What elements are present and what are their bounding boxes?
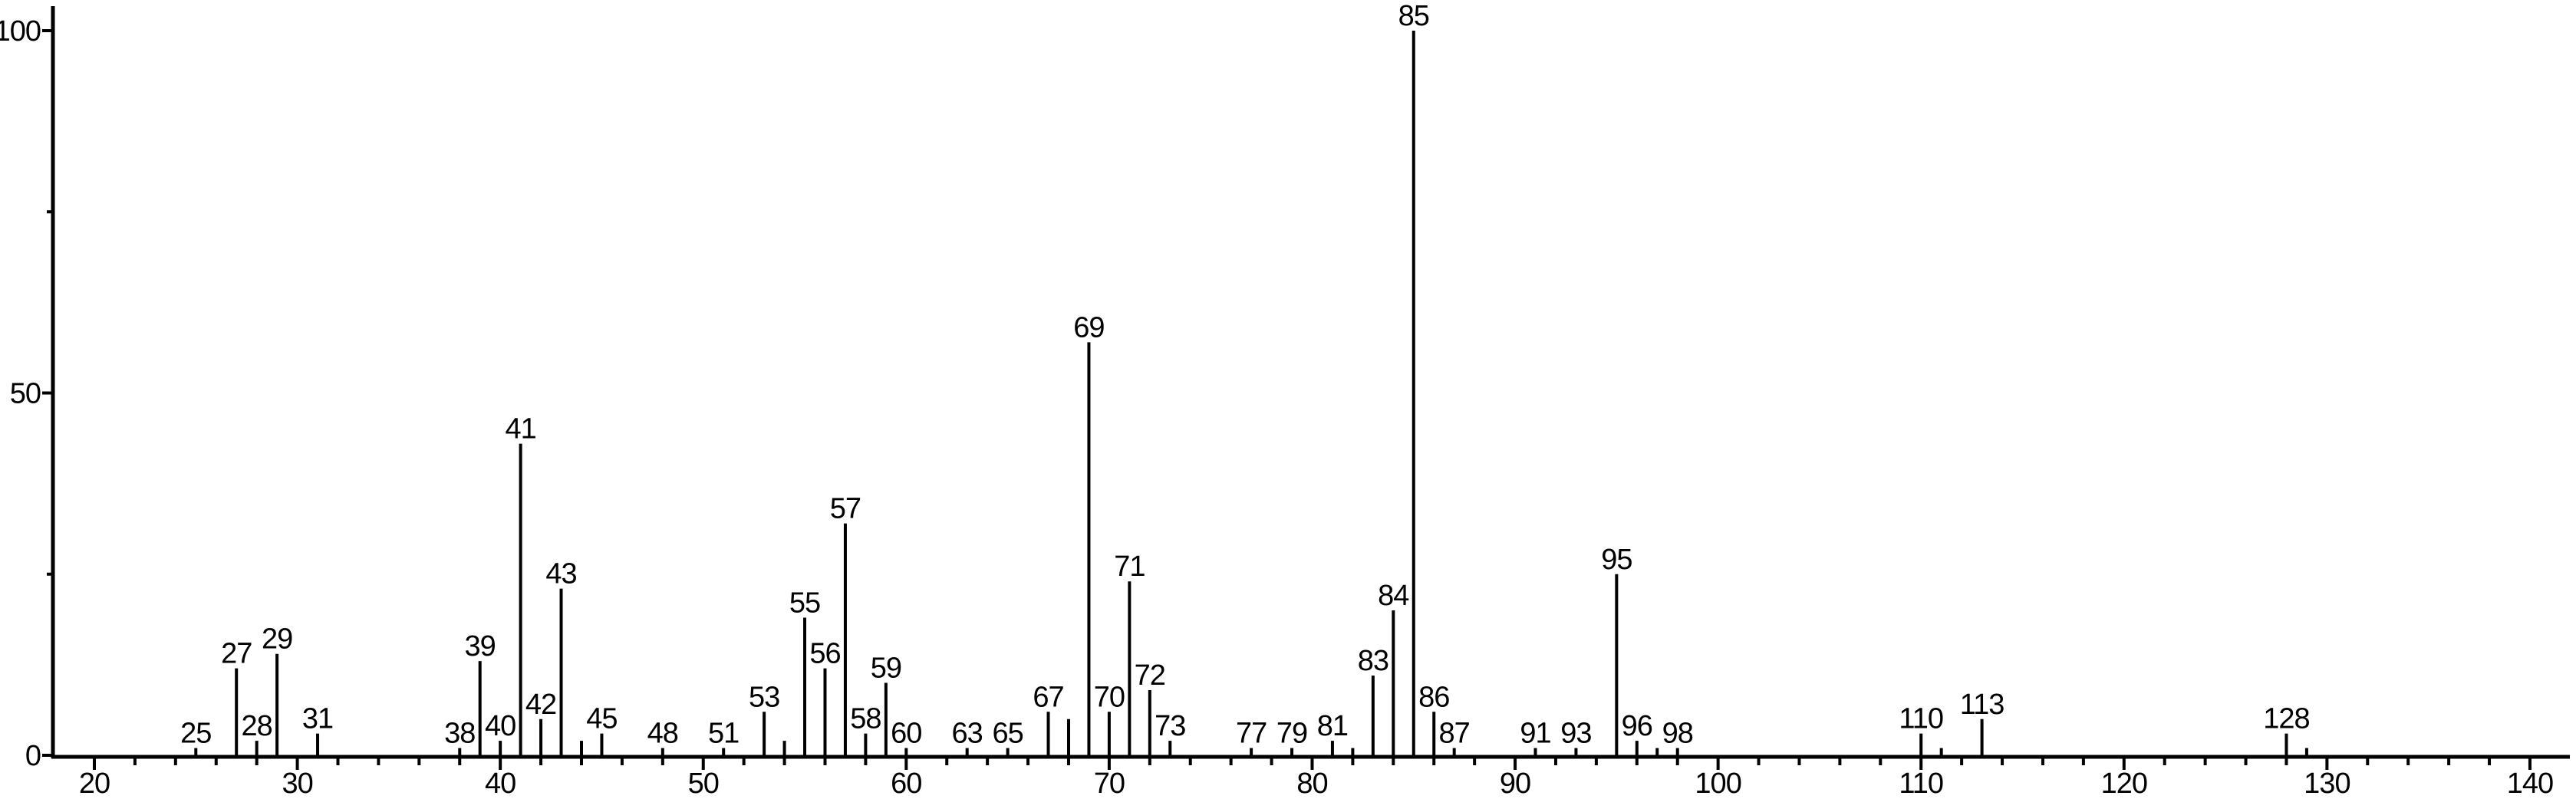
peak-label: 113 [1960, 689, 2004, 721]
peak-label: 83 [1358, 645, 1388, 677]
peak-label: 77 [1236, 718, 1267, 750]
peak-label: 25 [180, 718, 211, 750]
peak-label: 31 [302, 703, 333, 735]
peak-label: 60 [891, 718, 921, 750]
x-tick-label: 60 [891, 768, 921, 799]
peak-label: 56 [809, 638, 840, 670]
peak-label: 128 [2263, 703, 2309, 735]
peak-label: 95 [1601, 544, 1632, 576]
peak-label: 41 [505, 413, 535, 446]
x-tick-label: 110 [1899, 768, 1943, 799]
peak-label: 79 [1276, 718, 1307, 750]
peak-label: 29 [262, 623, 292, 656]
peak-label: 110 [1899, 703, 1943, 735]
x-tick-label: 70 [1094, 768, 1125, 799]
peak-label: 73 [1155, 710, 1185, 742]
x-tick-label: 20 [79, 768, 110, 799]
peak-label: 84 [1378, 580, 1409, 612]
peak-label: 87 [1439, 718, 1470, 750]
peak-label: 40 [485, 710, 516, 742]
peak-label: 67 [1033, 681, 1063, 713]
peak-label: 38 [444, 718, 475, 750]
peak-label: 71 [1114, 551, 1145, 583]
peak-label: 91 [1520, 718, 1550, 750]
y-tick-label: 100 [0, 15, 41, 48]
peak-label: 70 [1094, 681, 1125, 713]
x-tick-label: 100 [1695, 768, 1741, 799]
peak-label: 58 [850, 703, 881, 735]
peak-label: 72 [1135, 659, 1165, 692]
x-tick-label: 30 [282, 768, 312, 799]
peak-label: 53 [749, 681, 779, 713]
peak-label: 27 [221, 638, 252, 670]
peak-label: 86 [1418, 681, 1449, 713]
x-tick-label: 120 [2101, 768, 2147, 799]
y-tick-label: 0 [25, 740, 41, 772]
peak-label: 45 [586, 703, 617, 735]
x-tick-label: 50 [688, 768, 719, 799]
peak-label: 42 [525, 689, 556, 721]
y-tick-label: 50 [10, 378, 41, 410]
peak-label: 65 [992, 718, 1023, 750]
peak-label: 69 [1073, 311, 1104, 344]
peak-label: 85 [1398, 0, 1429, 32]
peak-label: 98 [1662, 718, 1693, 750]
peak-label: 43 [545, 558, 576, 590]
peak-label: 96 [1622, 710, 1652, 742]
peak-label: 59 [871, 653, 901, 685]
peak-label: 93 [1560, 718, 1591, 750]
peak-label: 81 [1317, 710, 1348, 742]
peak-label: 48 [647, 718, 678, 750]
x-tick-label: 40 [485, 768, 516, 799]
peak-label: 57 [830, 493, 861, 525]
peak-label: 51 [708, 718, 739, 750]
peak-label: 39 [465, 630, 496, 663]
x-tick-label: 130 [2304, 768, 2350, 799]
x-tick-label: 140 [2507, 768, 2553, 799]
peak-label: 63 [952, 718, 983, 750]
x-tick-label: 80 [1296, 768, 1327, 799]
x-tick-label: 90 [1500, 768, 1530, 799]
peak-label: 55 [789, 587, 820, 619]
peak-label: 28 [242, 710, 272, 742]
